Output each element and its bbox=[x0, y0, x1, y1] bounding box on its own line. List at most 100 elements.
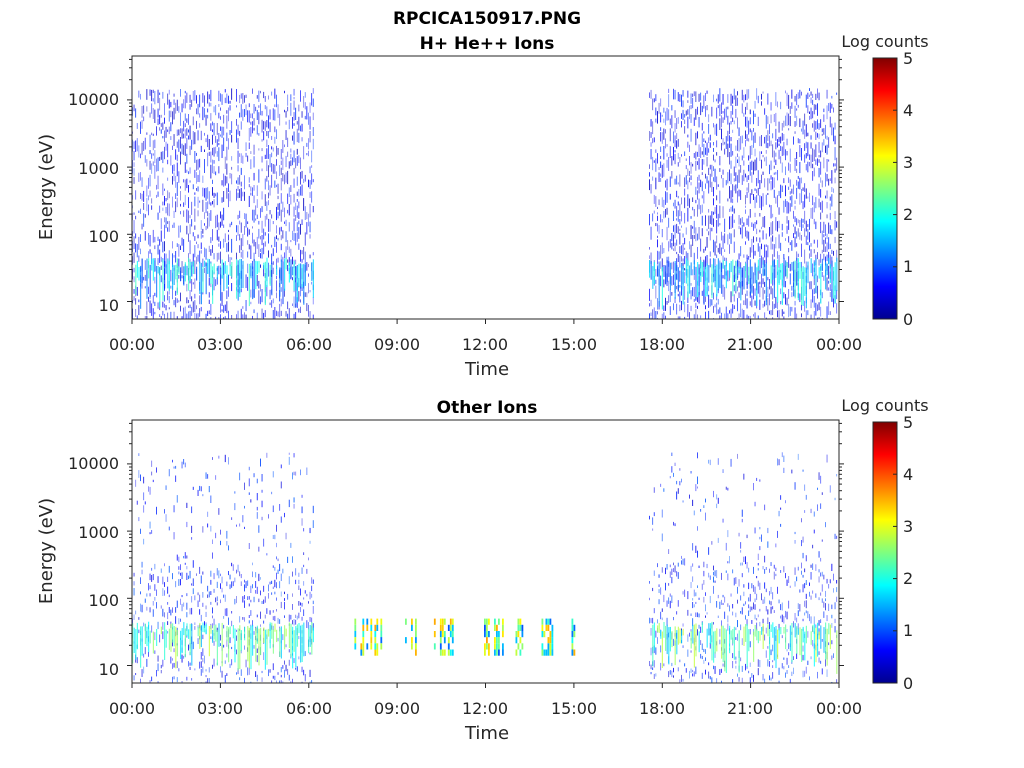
data-streak bbox=[687, 252, 689, 267]
data-streak bbox=[649, 617, 650, 624]
data-streak bbox=[813, 511, 815, 517]
data-streak bbox=[666, 144, 668, 147]
data-streak bbox=[248, 184, 250, 188]
data-streak bbox=[748, 155, 750, 161]
data-streak bbox=[749, 606, 751, 612]
data-streak bbox=[272, 535, 274, 539]
data-streak bbox=[197, 592, 199, 596]
data-streak bbox=[681, 300, 682, 311]
data-streak bbox=[655, 149, 657, 153]
data-streak bbox=[212, 539, 213, 544]
data-streak bbox=[184, 552, 186, 559]
x-tick-label: 09:00 bbox=[374, 335, 420, 354]
data-streak bbox=[194, 225, 196, 230]
data-streak bbox=[805, 580, 807, 585]
data-streak bbox=[300, 602, 301, 606]
data-streak bbox=[184, 143, 186, 156]
data-streak bbox=[192, 116, 194, 126]
data-streak bbox=[740, 611, 742, 614]
data-streak bbox=[221, 587, 223, 593]
data-streak bbox=[252, 562, 253, 566]
data-streak bbox=[197, 196, 199, 208]
data-streak bbox=[759, 536, 761, 540]
data-streak bbox=[167, 612, 169, 620]
data-streak bbox=[652, 617, 654, 624]
data-streak bbox=[173, 93, 175, 97]
burst-cell bbox=[551, 637, 554, 644]
data-streak bbox=[770, 649, 772, 656]
data-streak bbox=[791, 240, 793, 251]
data-streak bbox=[184, 306, 186, 319]
data-streak bbox=[197, 638, 199, 644]
data-streak bbox=[279, 227, 281, 235]
data-streak bbox=[780, 156, 782, 164]
data-streak bbox=[818, 620, 820, 626]
data-streak bbox=[192, 131, 194, 145]
data-streak bbox=[813, 120, 815, 132]
data-streak bbox=[721, 247, 722, 256]
data-band-cell bbox=[296, 265, 298, 303]
data-streak bbox=[722, 594, 724, 598]
data-streak bbox=[661, 509, 663, 518]
data-streak bbox=[829, 292, 831, 298]
data-band-cell bbox=[300, 263, 302, 289]
data-streak bbox=[260, 208, 261, 218]
data-streak bbox=[168, 192, 170, 199]
data-streak bbox=[794, 531, 796, 535]
data-streak bbox=[684, 114, 686, 118]
data-band-cell bbox=[754, 625, 756, 637]
data-streak bbox=[756, 618, 758, 621]
data-streak bbox=[828, 301, 830, 315]
data-band-cell bbox=[714, 266, 716, 288]
data-streak bbox=[785, 294, 786, 305]
data-streak bbox=[205, 681, 207, 683]
data-streak bbox=[693, 314, 695, 319]
data-streak bbox=[701, 151, 703, 155]
data-streak bbox=[773, 165, 775, 169]
data-streak bbox=[149, 249, 151, 254]
burst-cell bbox=[405, 618, 407, 625]
data-streak bbox=[167, 221, 169, 224]
data-streak bbox=[663, 594, 665, 603]
data-streak bbox=[684, 286, 686, 300]
data-streak bbox=[770, 677, 772, 681]
data-streak bbox=[199, 170, 201, 183]
data-streak bbox=[301, 170, 303, 179]
data-streak bbox=[749, 301, 751, 306]
data-streak bbox=[695, 484, 697, 492]
data-streak bbox=[765, 650, 767, 658]
data-streak bbox=[260, 296, 261, 305]
data-streak bbox=[730, 458, 732, 467]
data-streak bbox=[649, 164, 650, 169]
data-streak bbox=[231, 659, 233, 666]
data-streak bbox=[135, 673, 137, 676]
data-streak bbox=[762, 287, 764, 300]
data-streak bbox=[151, 198, 153, 204]
burst-cell bbox=[494, 649, 496, 656]
data-streak bbox=[186, 676, 188, 681]
data-streak bbox=[180, 305, 181, 312]
data-streak bbox=[133, 104, 135, 112]
data-streak bbox=[194, 668, 196, 671]
data-streak bbox=[676, 491, 678, 500]
data-streak bbox=[695, 666, 697, 675]
data-streak bbox=[764, 136, 766, 144]
data-streak bbox=[836, 92, 838, 95]
data-streak bbox=[671, 292, 673, 296]
data-streak bbox=[660, 611, 662, 620]
data-streak bbox=[239, 189, 241, 198]
data-streak bbox=[802, 120, 804, 135]
data-streak bbox=[194, 169, 196, 178]
burst-cell bbox=[498, 637, 500, 644]
data-streak bbox=[218, 508, 220, 515]
data-streak bbox=[740, 262, 742, 269]
data-streak bbox=[144, 231, 146, 241]
data-streak bbox=[135, 610, 137, 615]
data-streak bbox=[762, 303, 764, 308]
data-streak bbox=[804, 183, 806, 192]
data-streak bbox=[829, 196, 831, 201]
data-streak bbox=[172, 573, 173, 580]
data-streak bbox=[695, 91, 697, 102]
data-streak bbox=[292, 277, 293, 281]
burst-cell bbox=[415, 631, 417, 638]
